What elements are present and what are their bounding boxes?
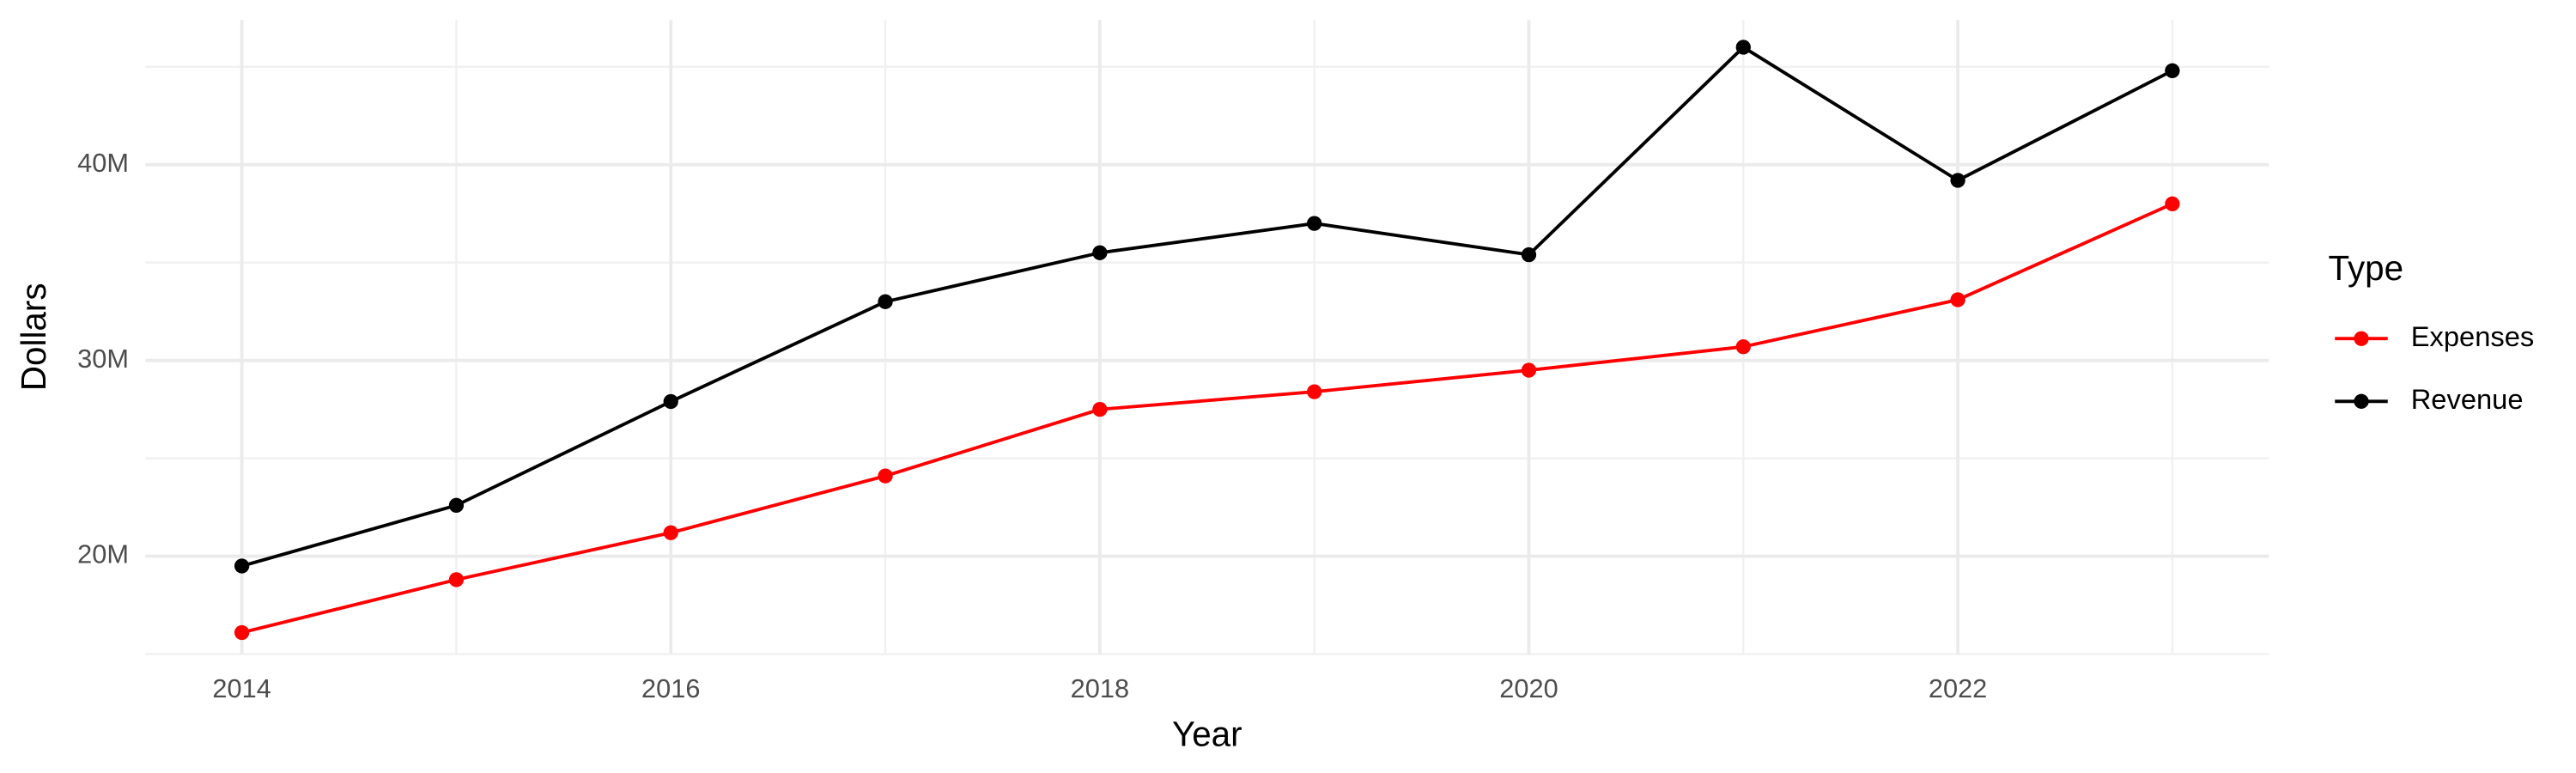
data-point	[1735, 40, 1751, 55]
x-axis-title: Year	[1172, 714, 1242, 753]
legend-label: Revenue	[2411, 383, 2524, 415]
data-point	[1521, 362, 1537, 378]
data-point	[1092, 401, 1108, 417]
x-tick-label: 2022	[1929, 673, 1987, 703]
x-tick-label: 2020	[1499, 673, 1558, 703]
legend-title: Type	[2329, 248, 2404, 288]
data-point	[1521, 247, 1537, 263]
data-point	[234, 558, 250, 574]
series-line	[241, 202, 2173, 635]
legend-key-point	[2354, 393, 2369, 409]
data-point	[2165, 196, 2180, 211]
data-point	[1092, 245, 1108, 260]
data-point	[1950, 173, 1965, 188]
data-point	[1307, 384, 1322, 399]
data-point	[663, 393, 678, 410]
y-tick-label: 40M	[77, 148, 129, 178]
y-axis-title: Dollars	[14, 283, 53, 391]
data-point	[448, 497, 465, 513]
y-tick-label: 30M	[77, 344, 129, 374]
y-tick-label: 20M	[77, 539, 129, 569]
data-point	[448, 572, 465, 587]
data-point	[234, 624, 250, 641]
x-tick-label: 2014	[212, 673, 270, 703]
legend-label: Expenses	[2411, 320, 2535, 352]
data-point	[663, 525, 678, 540]
data-point	[1307, 216, 1322, 231]
series-line	[241, 45, 2173, 568]
legend-key-point	[2354, 331, 2369, 346]
data-point	[1950, 292, 1965, 307]
x-tick-label: 2018	[1071, 673, 1129, 703]
data-point	[1735, 339, 1751, 355]
data-point	[878, 468, 893, 484]
x-tick-label: 2016	[641, 673, 700, 703]
data-point	[2165, 63, 2180, 78]
data-point	[878, 294, 893, 309]
